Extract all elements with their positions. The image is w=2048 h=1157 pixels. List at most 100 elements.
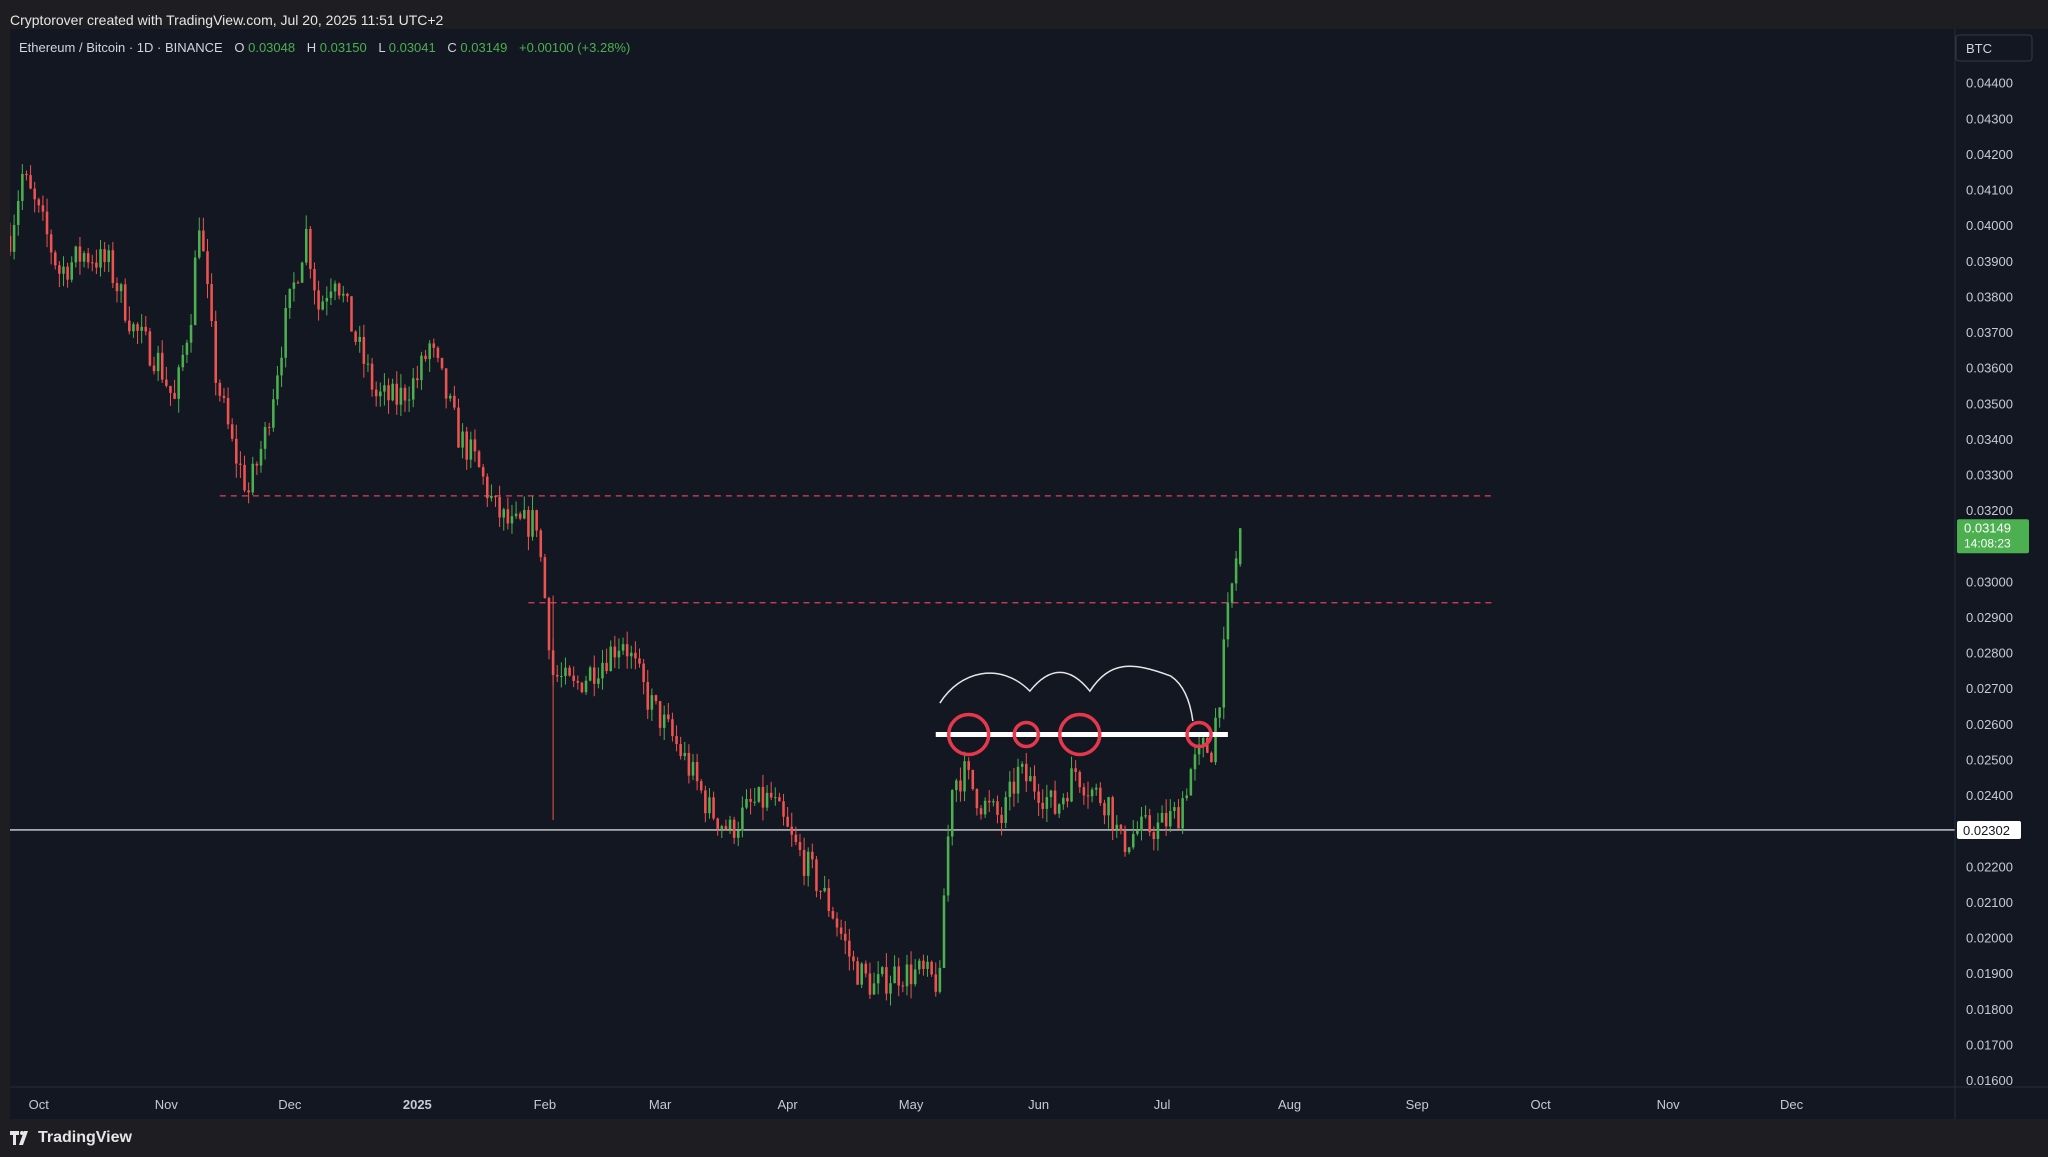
candle-body [1045, 797, 1049, 809]
y-tick-label: 0.02900 [1966, 610, 2013, 625]
x-tick-label: May [899, 1097, 924, 1112]
candle-body [58, 265, 61, 274]
candle-body [1136, 830, 1139, 834]
candle-body [62, 266, 65, 274]
candle-body [160, 352, 164, 380]
candle-body [91, 262, 94, 264]
candle-body [132, 324, 135, 332]
candle-body [333, 283, 337, 292]
candle-body [263, 427, 267, 449]
candle-body [1238, 528, 1242, 565]
candle-body [761, 787, 765, 808]
y-tick-label: 0.03200 [1966, 503, 2013, 518]
legend-open-label: O [234, 40, 244, 55]
candle-body [407, 399, 411, 401]
crosshair-price-value: 0.02302 [1963, 823, 2010, 838]
tradingview-logo[interactable]: TradingView [10, 1129, 132, 1147]
last-price-value: 0.03149 [1964, 520, 2011, 535]
chart-frame[interactable]: 0.04400 0.04300 0.04200 0.04100 0.04000 0.039… [10, 29, 2048, 1119]
y-tick-label: 0.04300 [1966, 111, 2013, 126]
candle-body [292, 282, 296, 289]
candle-body [1033, 776, 1036, 792]
candle-body [885, 967, 888, 994]
candle-body [510, 516, 514, 524]
bar-countdown: 14:08:23 [1964, 536, 2011, 550]
candle-body [197, 230, 201, 258]
candle-body [1090, 789, 1094, 797]
candle-body [486, 476, 489, 499]
candle-body [374, 389, 378, 397]
candle-body [757, 787, 761, 802]
candle-body [321, 301, 324, 310]
y-tick-label: 0.03800 [1966, 289, 2013, 304]
candle-body [1012, 781, 1016, 794]
candle-body [819, 890, 822, 892]
candle-body [383, 385, 386, 392]
price-chart[interactable]: 0.04400 0.04300 0.04200 0.04100 0.04000 0.039… [10, 29, 2048, 1119]
legend-symbol: Ethereum / Bitcoin · 1D · BINANCE [19, 40, 223, 55]
candle-body [823, 887, 826, 892]
candle-body [543, 557, 547, 598]
candle-body [33, 188, 36, 200]
candle-body [876, 974, 880, 984]
candle-body [918, 960, 921, 970]
candle-body [95, 262, 98, 268]
candle-body [148, 331, 152, 366]
candle-body [235, 438, 238, 464]
candle-body [963, 761, 966, 792]
y-tick-label: 0.03600 [1966, 361, 2013, 376]
candle-body [675, 736, 678, 744]
circle-marker [1012, 720, 1041, 749]
candle-body [724, 826, 728, 830]
candle-body [1099, 787, 1102, 803]
candle-body [971, 769, 975, 790]
candle-body [1181, 798, 1184, 829]
candle-body [103, 249, 106, 263]
candle-body [592, 667, 596, 684]
candle-body [70, 262, 73, 280]
candle-body [909, 964, 913, 985]
candle-body [317, 290, 320, 310]
candle-body [230, 424, 234, 439]
candle-body [930, 961, 933, 975]
candle-body [654, 695, 658, 702]
candle-body [86, 253, 90, 263]
y-tick-label: 0.04400 [1966, 76, 2013, 91]
candle-body [10, 235, 12, 252]
candle-body [1008, 781, 1012, 798]
candle-body [942, 895, 946, 968]
candle-body [1189, 769, 1193, 796]
candle-body [1131, 833, 1135, 848]
candle-body [609, 646, 612, 672]
candle-body [304, 228, 308, 263]
candle-body [296, 282, 300, 284]
candle-body [1144, 815, 1147, 817]
x-tick-label: Oct [29, 1097, 50, 1112]
candle-body [481, 467, 485, 477]
y-tick-label: 0.02200 [1966, 859, 2013, 874]
candle-body [444, 368, 448, 399]
y-tick-label: 0.02100 [1966, 895, 2013, 910]
candle-body [568, 667, 571, 676]
candle-body [49, 234, 53, 253]
candle-body [564, 667, 567, 677]
candle-body [926, 961, 929, 969]
currency-button[interactable]: BTC [1955, 34, 2033, 62]
candle-body [897, 966, 901, 986]
candle-body [309, 228, 312, 269]
legend-low-value: 0.03041 [389, 40, 436, 55]
candle-body [815, 859, 818, 891]
candle-body [695, 762, 699, 782]
candle-body [1115, 824, 1119, 830]
candle-body [922, 960, 925, 969]
candle-body [313, 268, 316, 291]
candle-body [650, 695, 654, 710]
candle-body [428, 343, 431, 360]
candle-body [699, 781, 703, 791]
candle-body [469, 439, 473, 460]
candle-body [860, 963, 863, 985]
candle-body [527, 509, 530, 537]
candle-body [835, 918, 839, 928]
candle-body [506, 509, 510, 524]
candle-body [1119, 824, 1123, 831]
